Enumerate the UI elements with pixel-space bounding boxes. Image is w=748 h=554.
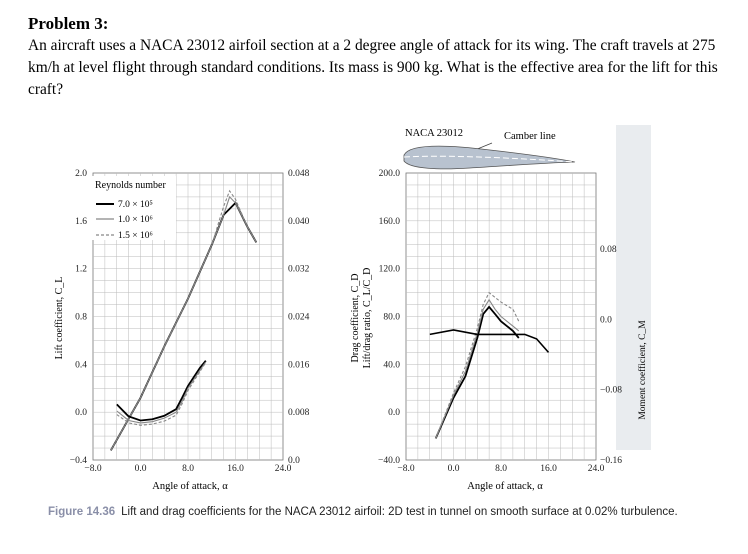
right-x-ticks: −8.0 0.0 8.0 16.0 24.0 <box>397 464 604 474</box>
figure-caption-text: Lift and drag coefficients for the NACA … <box>121 506 678 518</box>
airfoil-sketch: NACA 23012 Camber line <box>403 128 576 170</box>
right-y-tick-4: 120.0 <box>379 265 401 275</box>
left-y2-ticks: 0.0 0.008 0.016 0.024 0.032 0.040 0.048 <box>288 169 310 466</box>
right-x-tick-3: 16.0 <box>540 464 557 474</box>
left-y-tick-2: 0.4 <box>75 360 87 370</box>
left-y-tick-6: 2.0 <box>75 169 87 179</box>
right-x-tick-4: 24.0 <box>588 464 605 474</box>
figure-caption: Figure 14.36 Lift and drag coefficients f… <box>48 505 708 520</box>
right-y2-ticks: −0.16 −0.08 0.0 0.08 <box>600 245 622 466</box>
right-y2-tick-1: −0.08 <box>600 386 622 396</box>
right-y2-tick-0: −0.16 <box>600 456 622 466</box>
right-y2-tick-2: 0.0 <box>600 315 612 325</box>
camber-line-label: Camber line <box>504 131 556 142</box>
ld-ratio-series-1 <box>435 298 520 439</box>
lift-series-1 <box>110 195 257 451</box>
left-y-tick-5: 1.6 <box>75 217 87 227</box>
left-y2-tick-2: 0.016 <box>288 360 310 370</box>
right-ylabel-right: Moment coefficient, C_M <box>637 320 648 420</box>
left-series <box>110 189 258 451</box>
left-y2-tick-6: 0.048 <box>288 169 310 179</box>
left-y2-tick-4: 0.032 <box>288 265 310 275</box>
legend-entry-1: 1.0 × 10⁶ <box>118 215 153 225</box>
right-x-tick-2: 8.0 <box>495 464 507 474</box>
right-x-tick-0: −8.0 <box>397 464 414 474</box>
left-x-tick-1: 0.0 <box>135 464 147 474</box>
left-xlabel: Angle of attack, α <box>152 481 228 492</box>
drag-series-0 <box>116 360 207 422</box>
left-y-ticks: −0.4 0.0 0.4 0.8 1.2 1.6 2.0 <box>70 169 87 466</box>
right-ylabel: Lift/drag ratio, C_L/C_D <box>362 268 373 369</box>
drag-series-2 <box>116 362 207 426</box>
figure-caption-label: Figure 14.36 <box>48 506 116 518</box>
right-series <box>429 291 550 439</box>
right-y-ticks: −40.0 0.0 40.0 80.0 120.0 160.0 200.0 <box>378 169 400 466</box>
left-x-ticks: −8.0 0.0 8.0 16.0 24.0 <box>84 464 291 474</box>
drag-series-1 <box>116 361 207 424</box>
left-y-tick-4: 1.2 <box>75 265 87 275</box>
moment-band <box>616 125 651 450</box>
left-x-tick-2: 8.0 <box>182 464 194 474</box>
problem-text: An aircraft uses a NACA 23012 airfoil se… <box>28 37 718 98</box>
left-ylabel-right: Drag coefficient, C_D <box>350 274 361 363</box>
problem-title: Problem 3: <box>28 14 109 33</box>
left-y2-tick-1: 0.008 <box>288 408 310 418</box>
right-y-tick-5: 160.0 <box>379 217 401 227</box>
airfoil-label: NACA 23012 <box>405 128 463 139</box>
right-xlabel: Angle of attack, α <box>467 481 543 492</box>
left-x-tick-0: −8.0 <box>84 464 101 474</box>
left-y-tick-1: 0.0 <box>75 408 87 418</box>
legend-entry-0: 7.0 × 10⁵ <box>118 200 153 210</box>
right-y-tick-0: −40.0 <box>378 456 400 466</box>
right-y-tick-2: 40.0 <box>383 360 400 370</box>
left-y2-tick-5: 0.040 <box>288 217 310 227</box>
right-y-tick-3: 80.0 <box>383 313 400 323</box>
right-y-tick-6: 200.0 <box>379 169 401 179</box>
left-y2-tick-0: 0.0 <box>288 456 300 466</box>
left-y-tick-0: −0.4 <box>70 456 87 466</box>
ld-ratio-series-0 <box>434 305 520 439</box>
legend-entry-2: 1.5 × 10⁶ <box>118 231 153 241</box>
left-x-tick-4: 24.0 <box>275 464 292 474</box>
problem-statement: Problem 3: An aircraft uses a NACA 23012… <box>28 14 740 101</box>
left-y2-tick-3: 0.024 <box>288 313 310 323</box>
moment-series <box>429 329 550 353</box>
left-y-tick-3: 0.8 <box>75 313 87 323</box>
legend-title: Reynolds number <box>95 180 166 191</box>
legend: Reynolds number 7.0 × 10⁵ 1.0 × 10⁶ 1.5 … <box>92 176 176 241</box>
left-x-tick-3: 16.0 <box>227 464 244 474</box>
ld-ratio-series-2 <box>435 291 520 439</box>
left-ylabel: Lift coefficient, C_L <box>54 277 65 360</box>
right-y-tick-1: 0.0 <box>388 408 400 418</box>
right-y2-tick-3: 0.08 <box>600 245 617 255</box>
lift-series-2 <box>110 189 257 451</box>
right-x-tick-1: 0.0 <box>448 464 460 474</box>
